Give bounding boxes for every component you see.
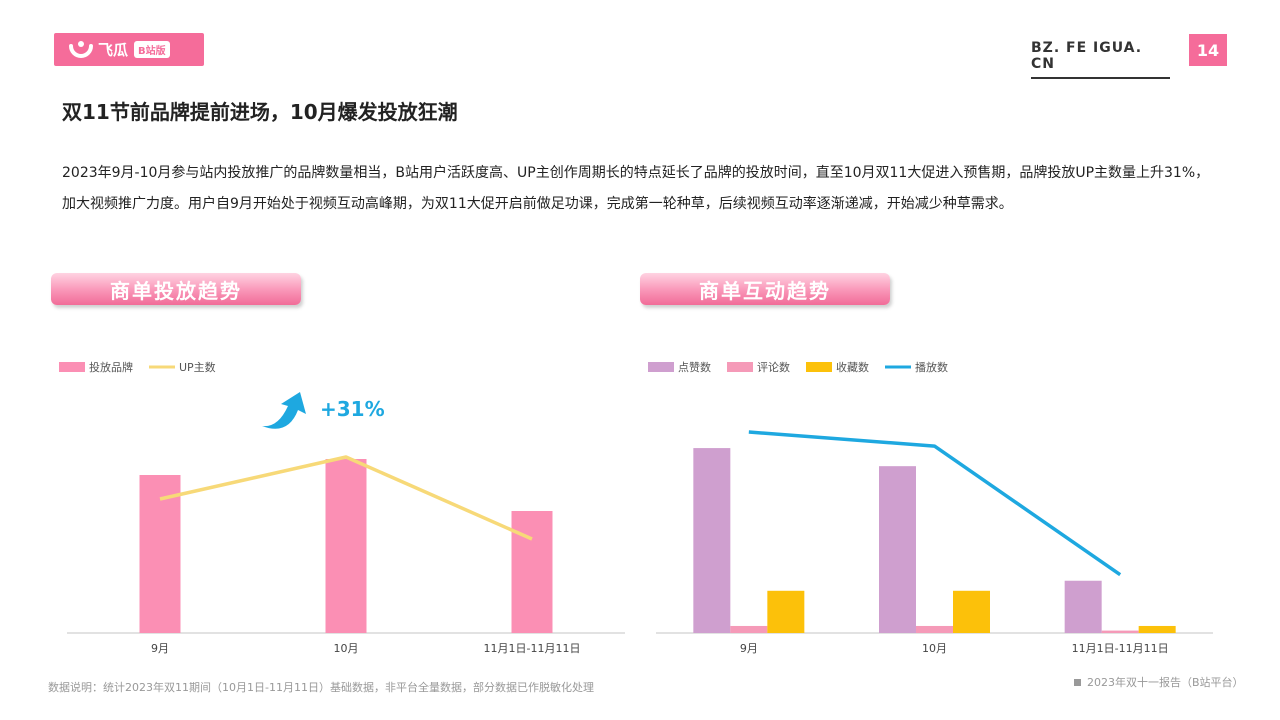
x-tick-label: 11月1日-11月11日	[1072, 642, 1169, 655]
growth-annotation: +31%	[320, 397, 385, 421]
logo: 飞瓜 B站版	[54, 33, 204, 66]
legend-label: 投放品牌	[89, 360, 133, 374]
bar-投放品牌	[139, 475, 181, 633]
data-note: 数据说明：统计2023年双11期间（10月1日-11月11日）基础数据，非平台全…	[48, 681, 594, 694]
bar-点赞数	[1064, 580, 1102, 633]
logo-badge: B站版	[134, 41, 170, 58]
legend-swatch	[806, 362, 832, 372]
bar-点赞数	[693, 448, 731, 633]
square-bullet-icon	[1074, 679, 1081, 686]
legend-label: 评论数	[757, 360, 790, 374]
page-title: 双11节前品牌提前进场，10月爆发投放狂潮	[62, 100, 458, 124]
right-section-title: 商单互动趋势	[640, 273, 890, 305]
bar-收藏数	[767, 590, 805, 633]
legend-label: 收藏数	[836, 360, 869, 374]
line-播放数	[748, 430, 1122, 577]
source-label: 2023年双十一报告（B站平台）	[1074, 674, 1244, 690]
bar-评论数	[730, 625, 768, 633]
bar-评论数	[1101, 630, 1139, 633]
summary-paragraph: 2023年9月-10月参与站内投放推广的品牌数量相当，B站用户活跃度高、UP主创…	[62, 165, 1210, 212]
x-tick-label: 9月	[740, 642, 758, 655]
melon-logo-icon	[69, 40, 93, 58]
page-number: 14	[1189, 34, 1227, 66]
legend-swatch	[648, 362, 674, 372]
right-chart: 点赞数 评论数 收藏数 播放数 9月 10月 11月1日-11月11日	[648, 360, 1213, 655]
bar-投放品牌	[325, 459, 367, 633]
legend-swatch	[59, 362, 85, 372]
site-url[interactable]: BZ. FE IGUA. CN	[1031, 40, 1170, 79]
x-tick-label: 10月	[334, 642, 359, 655]
x-tick-label: 11月1日-11月11日	[484, 642, 581, 655]
source-text: 2023年双十一报告（B站平台）	[1087, 676, 1244, 689]
legend-label: UP主数	[179, 361, 216, 374]
legend-label: 点赞数	[678, 361, 711, 374]
growth-arrow-icon	[262, 392, 306, 429]
bar-投放品牌	[511, 511, 553, 633]
x-tick-label: 9月	[151, 642, 169, 655]
legend-label: 播放数	[915, 360, 948, 374]
bar-点赞数	[879, 466, 916, 633]
x-tick-label: 10月	[922, 642, 947, 655]
logo-text: 飞瓜	[98, 41, 129, 59]
bar-收藏数	[953, 590, 990, 633]
left-section-title: 商单投放趋势	[51, 273, 301, 305]
line-UP主数	[159, 455, 533, 541]
left-chart: 投放品牌 UP主数 9月 10月 11月1日-11月11日 +31%	[59, 360, 625, 655]
bar-收藏数	[1138, 625, 1176, 633]
bar-评论数	[916, 625, 953, 633]
legend-swatch	[727, 362, 753, 372]
